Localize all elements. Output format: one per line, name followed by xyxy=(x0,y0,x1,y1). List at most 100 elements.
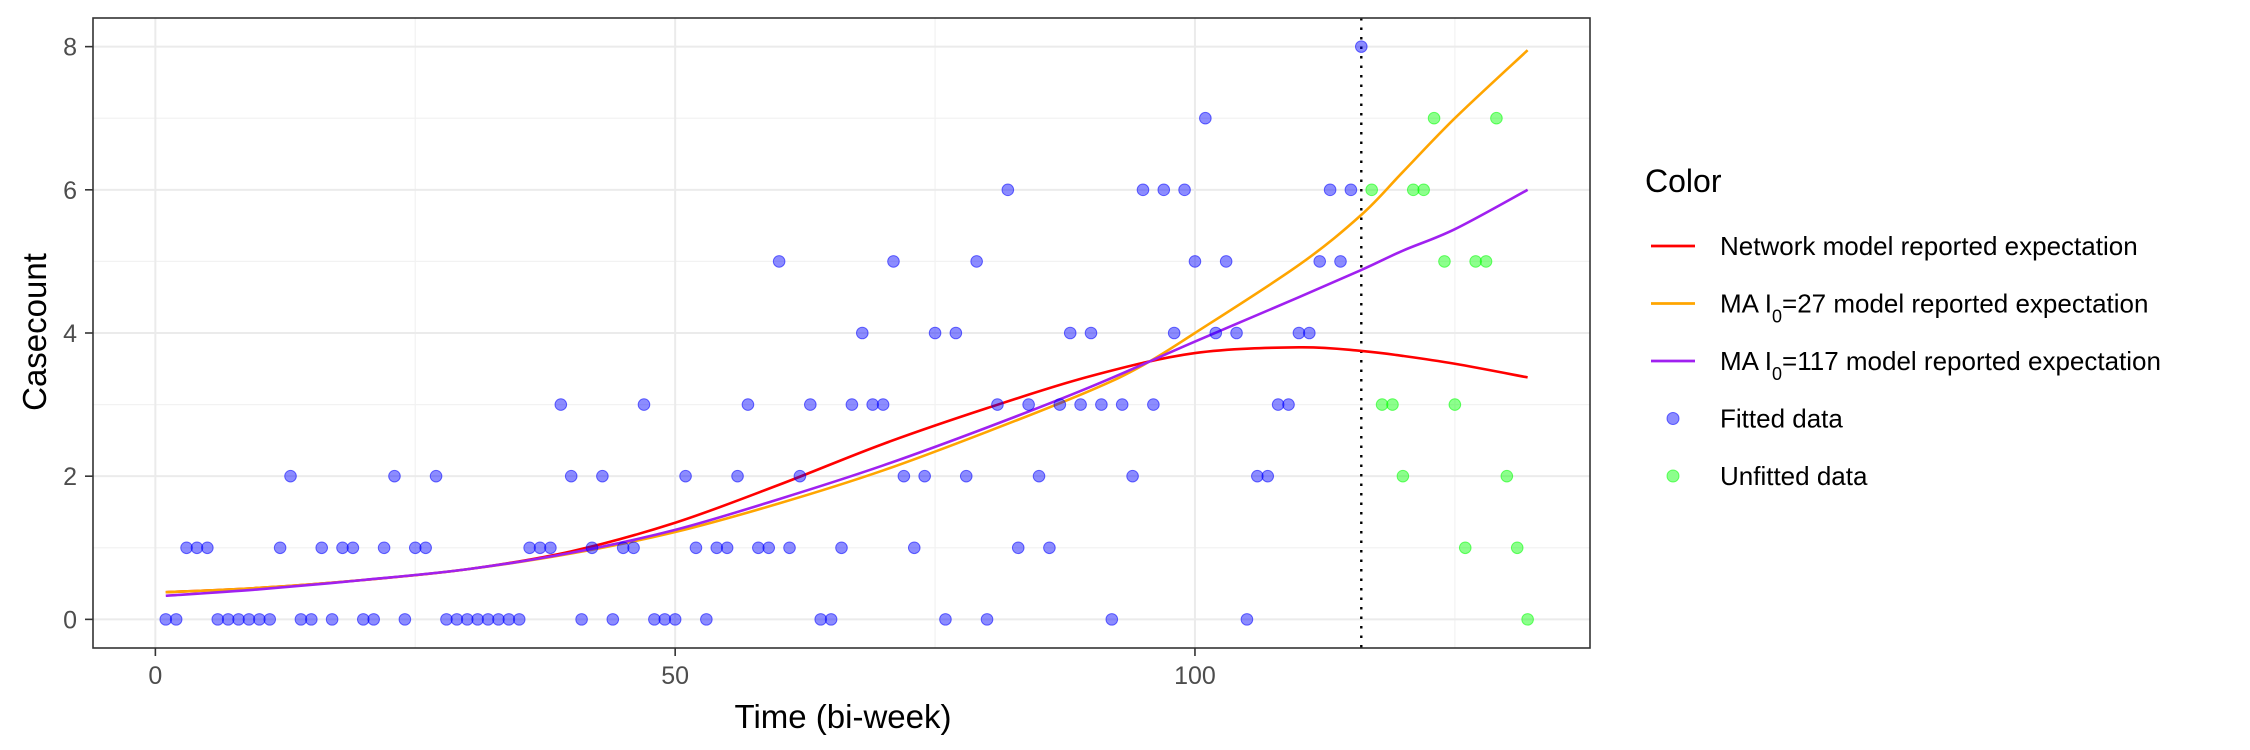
fitted-point xyxy=(502,613,516,626)
fitted-point xyxy=(1105,613,1119,626)
fitted-point xyxy=(388,469,401,483)
fitted-point xyxy=(377,541,391,555)
fitted-point xyxy=(866,398,879,411)
fitted-point xyxy=(429,469,443,483)
fitted-point xyxy=(596,469,609,483)
y-tick-label: 6 xyxy=(63,177,77,205)
unfitted-point xyxy=(1521,613,1534,626)
fitted-point xyxy=(918,469,931,483)
fitted-point xyxy=(1053,398,1067,411)
fitted-point xyxy=(637,398,651,411)
fitted-point xyxy=(1001,183,1015,197)
fitted-point xyxy=(1147,398,1160,411)
fitted-point xyxy=(450,613,464,626)
fitted-point xyxy=(616,541,630,555)
fitted-point xyxy=(752,541,765,555)
fitted-point xyxy=(1199,111,1212,125)
unfitted-point xyxy=(1417,183,1430,197)
unfitted-point xyxy=(1500,469,1514,483)
fitted-point xyxy=(346,541,360,555)
fitted-point xyxy=(1011,541,1025,555)
fitted-point xyxy=(804,398,817,411)
fitted-point xyxy=(835,541,848,555)
y-tick-label: 0 xyxy=(63,606,77,634)
fitted-point xyxy=(668,613,682,626)
unfitted-point xyxy=(1375,398,1389,411)
unfitted-point xyxy=(1438,255,1451,268)
fitted-point xyxy=(419,541,432,555)
series-lines xyxy=(165,49,1529,598)
fitted-point xyxy=(336,541,349,555)
x-tick-label: 0 xyxy=(148,662,162,690)
y-tick-label: 2 xyxy=(63,463,77,491)
fitted-point xyxy=(273,541,287,555)
fitted-point xyxy=(1126,469,1139,483)
fitted-point xyxy=(221,613,235,626)
fitted-point xyxy=(980,613,994,626)
fitted-point xyxy=(1115,398,1129,411)
fitted-point xyxy=(700,613,713,626)
fitted-point xyxy=(159,613,173,626)
legend-title: Color xyxy=(1645,163,1722,199)
fitted-point xyxy=(710,541,724,555)
fitted-point xyxy=(991,398,1004,411)
fitted-point xyxy=(471,613,484,626)
legend-label: MA I0=27 model reported expectation xyxy=(1720,289,2148,327)
ma-i0-117-line xyxy=(165,188,1529,598)
fitted-point xyxy=(959,469,973,483)
legend-key-point xyxy=(1666,412,1680,425)
fitted-point xyxy=(1063,326,1077,340)
fitted-point xyxy=(253,613,266,626)
fitted-point xyxy=(1261,469,1275,483)
fitted-point xyxy=(232,613,245,626)
fitted-point xyxy=(169,613,183,626)
fitted-point xyxy=(1157,183,1171,197)
fitted-point xyxy=(1271,398,1285,411)
fitted-point xyxy=(1095,398,1108,411)
fitted-point xyxy=(1043,541,1056,555)
x-axis-ticks: 0 50 100 xyxy=(148,648,1216,690)
y-axis-label: Casecount xyxy=(16,253,53,411)
fitted-point xyxy=(689,541,703,555)
fitted-point xyxy=(949,326,963,340)
fitted-point xyxy=(741,398,755,411)
fitted-point xyxy=(533,541,547,555)
fitted-point xyxy=(512,613,526,626)
legend-label: MA I0=117 model reported expectation xyxy=(1720,346,2161,384)
fitted-point xyxy=(720,541,734,555)
fitted-point xyxy=(658,613,672,626)
fitted-point xyxy=(928,326,942,340)
unfitted-point xyxy=(1510,541,1524,555)
fitted-point xyxy=(679,469,692,483)
fitted-point xyxy=(408,541,422,555)
fitted-point xyxy=(1032,469,1046,483)
fitted-point xyxy=(1167,326,1181,340)
fitted-point xyxy=(731,469,744,483)
fitted-point xyxy=(1219,255,1233,268)
fitted-point xyxy=(1303,326,1316,340)
fitted-point xyxy=(845,398,859,411)
unfitted-point xyxy=(1365,183,1378,197)
fitted-point xyxy=(460,613,474,626)
fitted-point xyxy=(939,613,952,626)
legend-label: Fitted data xyxy=(1720,404,1843,434)
fitted-point xyxy=(180,541,193,555)
legend-label: Unfitted data xyxy=(1720,461,1868,491)
legend-unfitted-data: Unfitted data xyxy=(1666,461,1868,491)
fitted-point xyxy=(1084,326,1098,340)
fitted-point xyxy=(190,541,204,555)
legend-fitted-data: Fitted data xyxy=(1666,404,1843,434)
fitted-point xyxy=(1022,398,1035,411)
fitted-point xyxy=(315,541,329,555)
fitted-point xyxy=(1230,326,1243,340)
fitted-point xyxy=(554,398,568,411)
fitted-point xyxy=(1178,183,1191,197)
fitted-point xyxy=(648,613,661,626)
fitted-point xyxy=(1292,326,1306,340)
legend-key-point xyxy=(1666,469,1680,483)
fitted-point xyxy=(201,541,214,555)
data-points xyxy=(159,40,1534,626)
fitted-point xyxy=(440,613,453,626)
fitted-point xyxy=(1251,469,1264,483)
